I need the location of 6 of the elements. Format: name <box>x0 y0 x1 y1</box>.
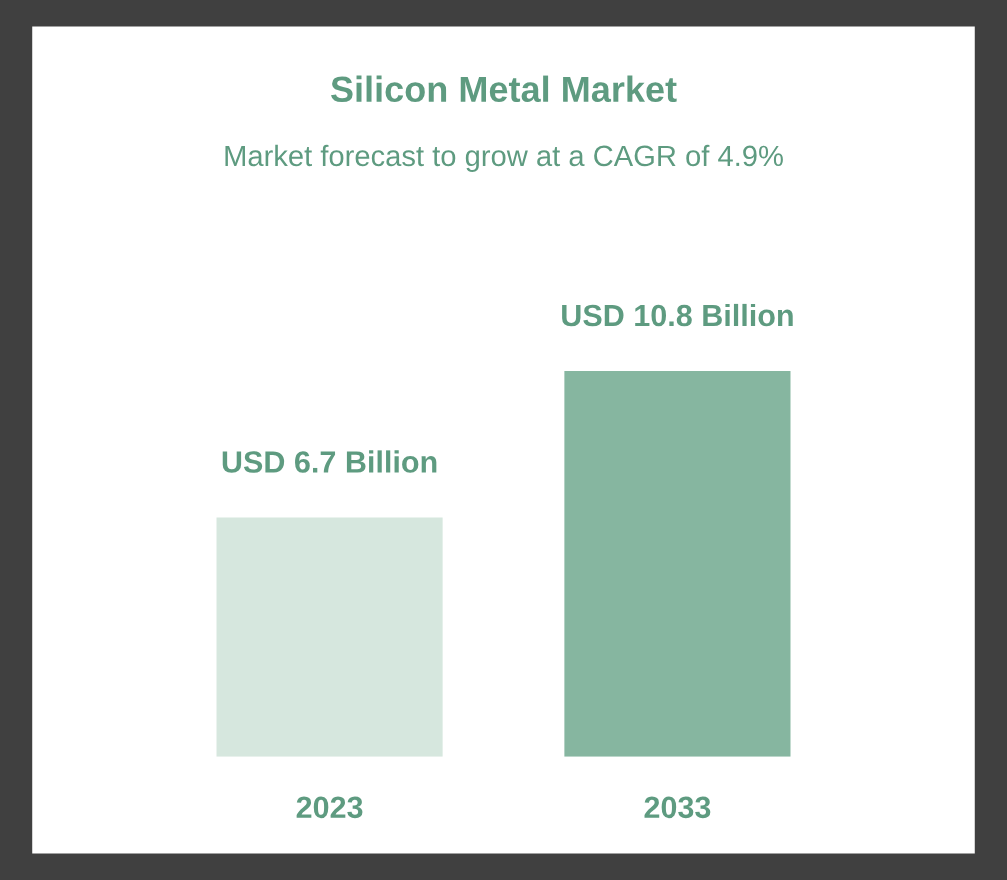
data-label: USD 10.8 Billion <box>562 303 793 327</box>
chart-title: Silicon Metal Market <box>330 75 677 103</box>
x-tick-label: 2023 <box>296 796 363 819</box>
x-tick-label: 2033 <box>644 796 711 819</box>
data-label: USD 6.7 Billion <box>222 450 437 473</box>
chart-subtitle: Market forecast to grow at a CAGR of 4.9% <box>225 144 783 172</box>
